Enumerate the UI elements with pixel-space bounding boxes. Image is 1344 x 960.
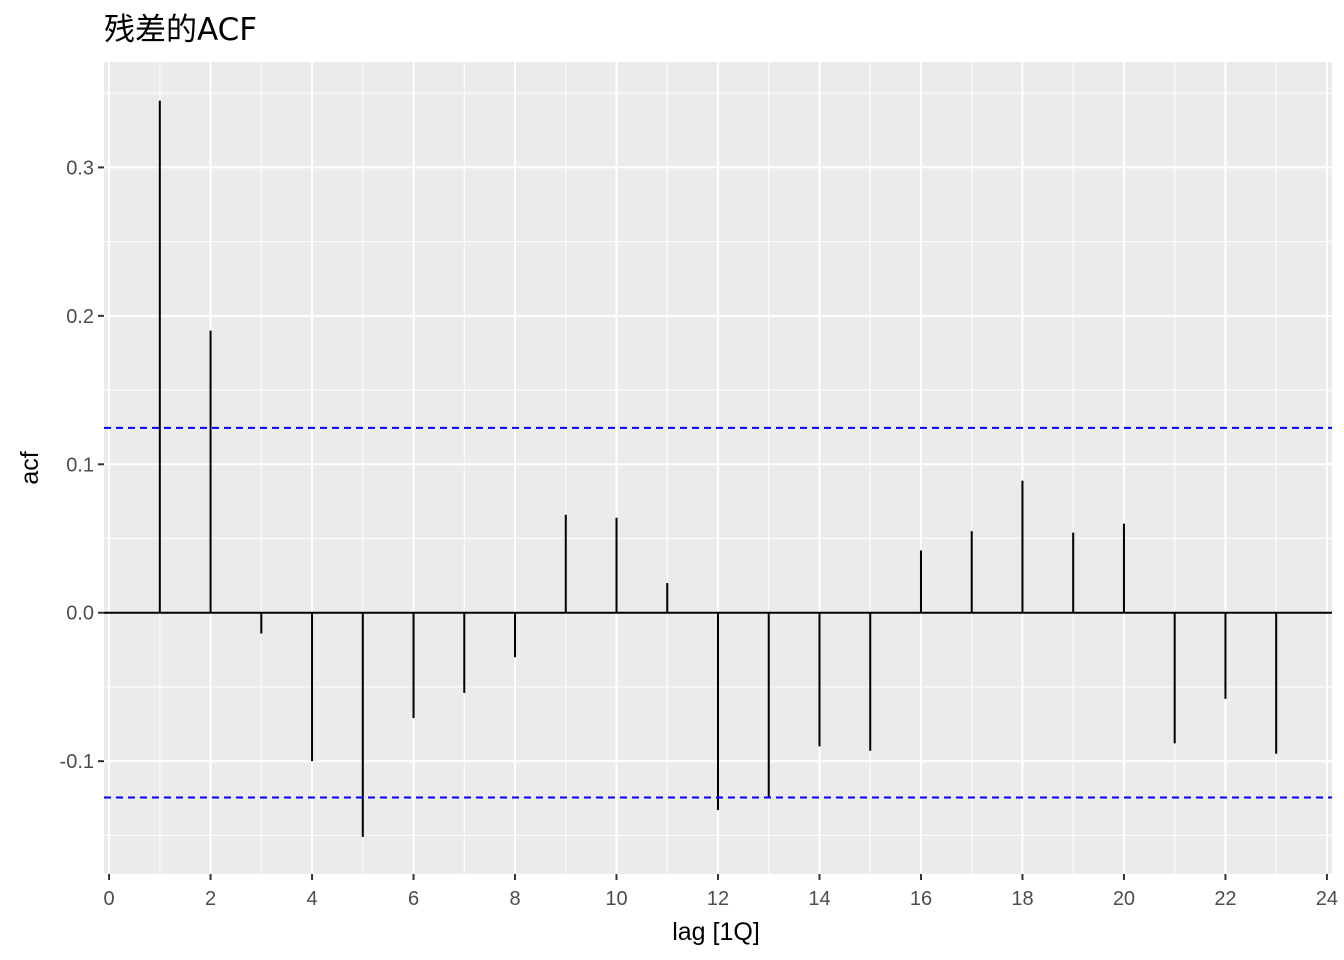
- x-tick-label-10: 20: [1113, 888, 1135, 910]
- y-axis: -0.1 0.0 0.1 0.2 0.3: [60, 157, 104, 773]
- x-tick-label-12: 24: [1316, 888, 1338, 910]
- x-tick-label-3: 6: [408, 888, 419, 910]
- y-tick-label-4: 0.3: [66, 157, 94, 179]
- y-tick-label-0: -0.1: [60, 751, 94, 773]
- x-tick-label-2: 4: [306, 888, 317, 910]
- x-tick-label-5: 10: [605, 888, 627, 910]
- acf-bars: [158, 100, 1278, 837]
- y-tick-label-3: 0.2: [66, 306, 94, 328]
- y-tick-label-2: 0.1: [66, 454, 94, 476]
- x-tick-label-8: 16: [910, 888, 932, 910]
- x-tick-label-0: 0: [104, 888, 115, 910]
- x-tick-label-11: 22: [1214, 888, 1236, 910]
- y-tick-label-1: 0.0: [66, 603, 94, 625]
- confidence-lines: [104, 426, 1332, 799]
- x-axis-title: lag [1Q]: [672, 918, 760, 946]
- x-tick-label-1: 2: [205, 888, 216, 910]
- x-axis: 0 2 4 6 8 10 12 14 16 18 20 22 24: [104, 874, 1338, 910]
- x-tick-label-4: 8: [509, 888, 520, 910]
- x-tick-label-7: 14: [808, 888, 830, 910]
- x-tick-label-6: 12: [707, 888, 729, 910]
- chart-title: 残差的ACF: [104, 12, 257, 48]
- y-axis-title: acf: [16, 451, 44, 484]
- x-tick-label-9: 18: [1011, 888, 1033, 910]
